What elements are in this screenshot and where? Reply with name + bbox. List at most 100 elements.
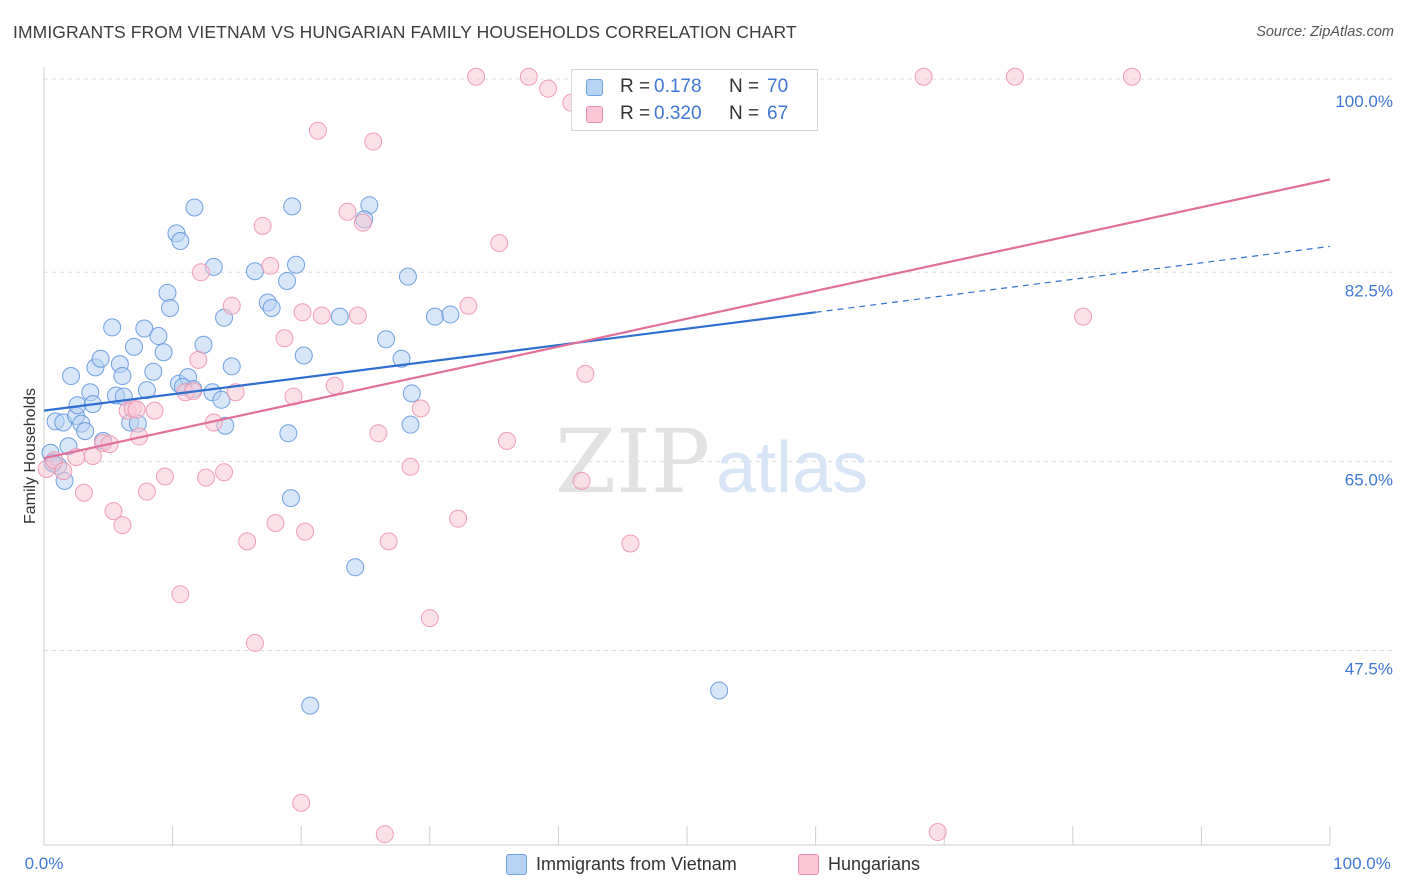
series-vietnam-points xyxy=(41,69,729,715)
hungarians-point xyxy=(459,296,478,315)
hungarians-point xyxy=(238,532,257,551)
hungarians-point xyxy=(914,67,933,86)
hungarians-point xyxy=(364,132,383,151)
hungarians-point xyxy=(348,306,367,325)
vietnam-point xyxy=(185,198,204,217)
vietnam-point xyxy=(710,681,729,700)
vietnam-point xyxy=(287,255,306,274)
y-tick-label: 82.5% xyxy=(1345,281,1393,300)
trend-line-vietnam xyxy=(43,311,816,412)
r-label: R = xyxy=(620,103,651,124)
hungarians-point xyxy=(375,825,394,844)
legend-swatch-vietnam xyxy=(506,853,527,875)
vietnam-point xyxy=(171,231,190,250)
n-value-vietnam: 70 xyxy=(767,76,789,97)
vietnam-point xyxy=(161,298,180,317)
y-axis-tick-labels: 47.5% 65.0% 82.5% 100.0% xyxy=(1335,92,1393,678)
hungarians-point xyxy=(449,509,468,528)
legend-item-vietnam[interactable]: Immigrants from Vietnam xyxy=(506,852,737,876)
x-tick-label-max: 100.0% xyxy=(1333,854,1391,873)
hungarians-point xyxy=(338,202,357,221)
source-label: Source: ZipAtlas.com xyxy=(1256,24,1394,40)
vietnam-point xyxy=(125,337,144,356)
vietnam-point xyxy=(401,415,420,434)
watermark-atlas: atlas xyxy=(716,428,868,508)
vietnam-point xyxy=(158,283,177,302)
legend-label-hungarians: Hungarians xyxy=(828,853,921,874)
chart-title: IMMIGRANTS FROM VIETNAM VS HUNGARIAN FAM… xyxy=(13,22,797,42)
n-label: N = xyxy=(729,103,760,124)
vietnam-point xyxy=(392,349,411,368)
vietnam-point xyxy=(330,307,349,326)
vietnam-point xyxy=(294,346,313,365)
hungarians-point xyxy=(74,483,93,502)
stats-box: R = 0.178 N = 70 R = 0.320 N = 67 xyxy=(571,69,818,131)
hungarians-point xyxy=(1122,67,1141,86)
vietnam-point xyxy=(402,384,421,403)
trend-lines xyxy=(43,178,1331,460)
vietnam-point xyxy=(154,343,173,362)
hungarians-point xyxy=(54,462,73,481)
hungarians-point xyxy=(308,121,327,140)
hungarians-point xyxy=(928,823,947,842)
n-label: N = xyxy=(729,76,760,97)
hungarians-point xyxy=(197,468,216,487)
hungarians-point xyxy=(191,263,210,282)
trend-line-vietnam-extrapolated xyxy=(815,245,1331,313)
vietnam-point xyxy=(398,267,417,286)
y-tick-label: 100.0% xyxy=(1335,92,1393,111)
hungarians-point xyxy=(497,431,516,450)
stats-row-vietnam: R = 0.178 N = 70 xyxy=(586,75,788,99)
hungarians-point xyxy=(226,383,245,402)
hungarians-point xyxy=(171,585,190,604)
hungarians-point xyxy=(245,633,264,652)
hungarians-point xyxy=(189,350,208,369)
hungarians-point xyxy=(296,522,315,541)
hungarians-point xyxy=(113,516,132,535)
vietnam-point xyxy=(262,298,281,317)
vietnam-swatch xyxy=(586,78,603,96)
hungarians-point xyxy=(325,376,344,395)
hungarians-point xyxy=(155,467,174,486)
hungarians-point xyxy=(137,482,156,501)
hungarians-point xyxy=(379,532,398,551)
vietnam-point xyxy=(194,335,213,354)
hungarians-point xyxy=(261,256,280,275)
vietnam-point xyxy=(144,362,163,381)
vietnam-point xyxy=(76,422,95,441)
hungarians-point xyxy=(145,401,164,420)
watermark-zip: ZIP xyxy=(555,410,710,513)
y-axis-label: Family Households xyxy=(22,387,39,525)
y-tick-label: 47.5% xyxy=(1345,660,1393,679)
hungarians-point xyxy=(104,502,123,521)
vietnam-point xyxy=(281,489,300,508)
legend-item-hungarians[interactable]: Hungarians xyxy=(798,852,920,876)
vietnam-point xyxy=(279,424,298,443)
hungarians-point xyxy=(490,234,509,253)
hungarians-point xyxy=(353,213,372,232)
x-axis-ticks xyxy=(43,826,1331,845)
hungarians-point xyxy=(266,513,285,532)
hungarians-point xyxy=(1074,307,1093,326)
vietnam-point xyxy=(103,318,122,337)
hungarians-point xyxy=(621,534,640,553)
vietnam-point xyxy=(222,357,241,376)
hungarians-point xyxy=(519,67,538,86)
hungarians-point xyxy=(293,303,312,322)
vietnam-point xyxy=(301,696,320,715)
hungarians-point xyxy=(292,793,311,812)
hungarians-point xyxy=(215,463,234,482)
vietnam-point xyxy=(62,367,81,386)
hungarians-point xyxy=(369,424,388,443)
n-value-hungarians: 67 xyxy=(767,103,789,124)
trend-line-hungarians xyxy=(43,178,1331,460)
hungarians-point xyxy=(420,609,439,628)
vietnam-point xyxy=(245,262,264,281)
hungarians-swatch xyxy=(586,105,603,123)
hungarians-point xyxy=(127,400,146,419)
hungarians-point xyxy=(253,216,272,235)
legend-swatch-hungarians xyxy=(798,853,819,875)
r-value-hungarians: 0.320 xyxy=(654,103,702,124)
vietnam-point xyxy=(278,271,297,290)
